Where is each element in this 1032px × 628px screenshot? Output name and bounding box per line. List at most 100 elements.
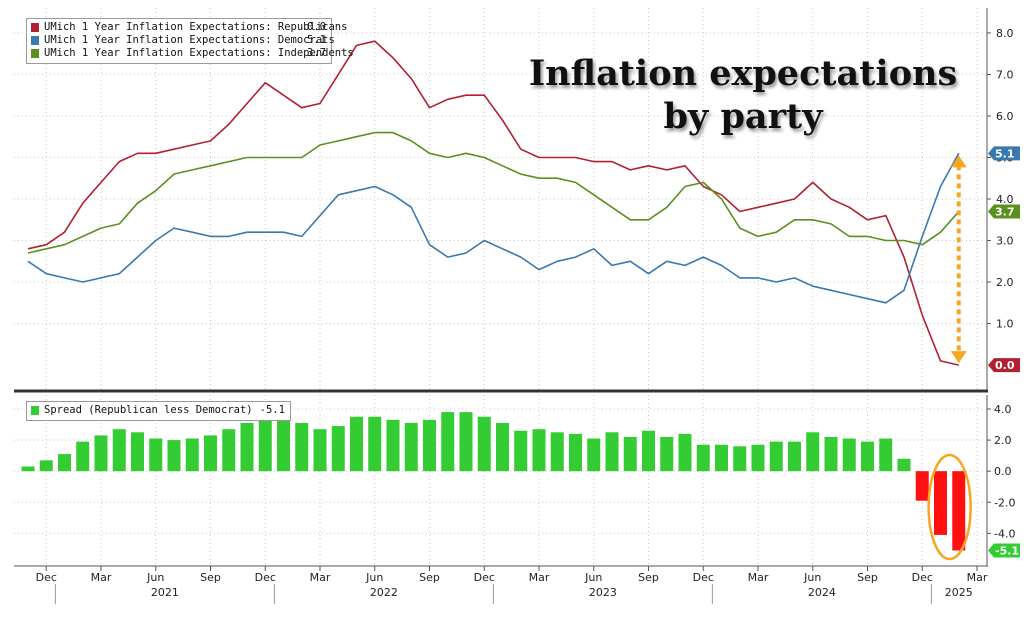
legend-label-democrats: UMich 1 Year Inflation Expectations: Dem… — [44, 34, 335, 46]
x-tick-label: Sep — [200, 571, 221, 584]
spread-arrow-head-up — [950, 155, 967, 168]
legend-value-spread: -5.1 — [259, 404, 285, 416]
x-tick-label: Mar — [967, 571, 988, 584]
spread-bar — [258, 415, 272, 472]
spread-bar — [788, 441, 801, 472]
spread-end-label: -5.1 — [988, 543, 1020, 558]
y-tick-label: 3.0 — [996, 235, 1014, 248]
spread-bar — [952, 471, 966, 551]
independents-line — [27, 131, 960, 254]
x-tick-label: Sep — [419, 571, 440, 584]
x-tick-label: Mar — [91, 571, 112, 584]
legend-swatch-spread — [31, 406, 39, 415]
spread-bar — [313, 429, 327, 472]
spread-bar — [733, 446, 747, 472]
spread-bar — [404, 422, 418, 472]
spread-bar — [350, 416, 363, 472]
x-tick-label: Dec — [36, 571, 57, 584]
spread-bar — [550, 432, 564, 472]
y-tick-label: 2.0 — [994, 434, 1012, 447]
legend-item-independents: UMich 1 Year Inflation Expectations: Ind… — [31, 47, 354, 60]
spread-bar — [112, 429, 126, 472]
chart-title: Inflation expectations by party — [508, 52, 978, 138]
spread-bar — [459, 412, 473, 472]
year-label: 2022 — [370, 586, 398, 599]
spread-end-label-text: -5.1 — [995, 544, 1019, 557]
spread-bar — [587, 438, 601, 472]
spread-bar — [532, 429, 546, 472]
spread-bar — [76, 441, 90, 472]
spread-bar — [678, 433, 692, 472]
legend-item-spread: Spread (Republican less Democrat) -5.1 — [31, 404, 285, 417]
legend-label-republicans: UMich 1 Year Inflation Expectations: Rep… — [44, 21, 348, 33]
legend-label-independents: UMich 1 Year Inflation Expectations: Ind… — [44, 47, 354, 59]
spread-bar — [715, 444, 728, 472]
spread-bar — [842, 438, 856, 472]
legend-swatch-independents — [31, 49, 39, 58]
spread-bar — [751, 444, 765, 472]
spread-bar — [623, 436, 637, 472]
x-tick-label: Sep — [638, 571, 659, 584]
spread-bar — [149, 438, 163, 472]
republicans-end-label-shape — [988, 358, 1020, 373]
republicans-line — [27, 40, 959, 366]
spread-bar — [605, 432, 619, 472]
legend-value-democrats: 5.1 — [307, 34, 326, 46]
spread-bars — [21, 412, 966, 551]
spread-bar — [934, 471, 947, 535]
spread-bar — [514, 430, 528, 472]
independents-end-label-text: 3.7 — [995, 205, 1015, 218]
spread-bar — [386, 419, 400, 472]
y-tick-label: -2.0 — [994, 496, 1015, 509]
x-tick-label: Mar — [310, 571, 331, 584]
spread-bar — [569, 433, 582, 472]
bottom-legend: Spread (Republican less Democrat) -5.1 — [26, 401, 291, 421]
chart-title-line-2: by party — [663, 96, 823, 137]
top-y-axis: 8.07.06.05.04.03.02.01.0 — [987, 27, 1014, 331]
spread-bar — [131, 432, 144, 472]
spread-bar — [642, 430, 655, 472]
spread-bar — [204, 435, 217, 472]
spread-bar — [441, 412, 455, 472]
legend-item-republicans: UMich 1 Year Inflation Expectations: Rep… — [31, 21, 348, 34]
x-tick-label: Jun — [803, 571, 821, 584]
spread-bar — [185, 438, 199, 472]
spread-arrow-head-down — [950, 351, 967, 364]
x-tick-label: Mar — [748, 571, 769, 584]
independents-end-label: 3.7 — [988, 204, 1020, 219]
party-lines — [27, 40, 960, 366]
year-label: 2024 — [808, 586, 836, 599]
end-value-labels: 0.0 5.1 3.7 -5.1 — [988, 146, 1020, 558]
spread-bar — [806, 432, 820, 472]
y-tick-label: 6.0 — [996, 110, 1014, 123]
spread-bar — [39, 460, 53, 472]
top-legend: UMich 1 Year Inflation Expectations: Rep… — [26, 18, 354, 64]
democrats-line — [27, 152, 960, 304]
x-tick-label: Dec — [912, 571, 933, 584]
x-tick-label: Jun — [365, 571, 383, 584]
x-tick-label: Dec — [474, 571, 495, 584]
spread-end-label-shape — [988, 543, 1020, 558]
spread-bar — [769, 441, 783, 472]
x-tick-label: Dec — [255, 571, 276, 584]
spread-bar — [240, 422, 254, 472]
y-tick-label: -4.0 — [994, 527, 1015, 540]
y-tick-label: 7.0 — [996, 68, 1014, 81]
legend-value-independents: 3.7 — [307, 47, 326, 59]
spread-bar — [94, 435, 108, 472]
x-tick-label: Jun — [146, 571, 164, 584]
x-tick-label: Mar — [529, 571, 550, 584]
y-tick-label: 1.0 — [996, 318, 1014, 331]
year-label: 2021 — [151, 586, 179, 599]
independents-end-label-shape — [988, 204, 1020, 219]
y-tick-label: 4.0 — [994, 403, 1012, 416]
legend-item-democrats: UMich 1 Year Inflation Expectations: Dem… — [31, 34, 335, 47]
spread-bar — [824, 436, 838, 472]
spread-bar — [915, 471, 929, 501]
spread-bar — [222, 429, 236, 472]
spread-bar — [368, 416, 382, 472]
spread-bar — [496, 422, 509, 472]
year-label: 2025 — [945, 586, 973, 599]
spread-bar — [21, 466, 35, 472]
highlight-ellipse — [927, 453, 972, 561]
